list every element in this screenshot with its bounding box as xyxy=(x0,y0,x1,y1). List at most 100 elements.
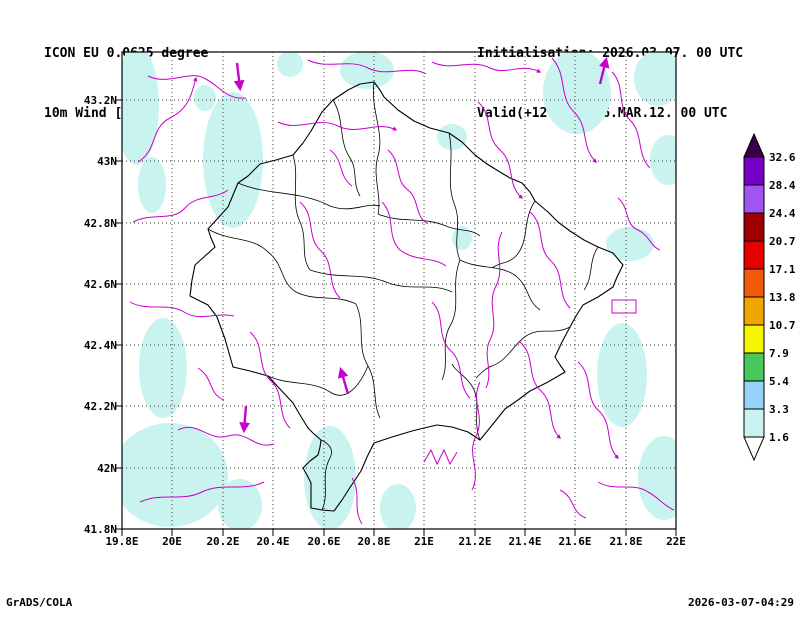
shading-blob xyxy=(543,52,611,134)
wind-vector-bold xyxy=(239,405,251,434)
streamline xyxy=(577,361,619,459)
municipality-border xyxy=(295,291,357,305)
grads-credit: GrADS/COLA xyxy=(6,596,73,609)
colorbar-label: 3.3 xyxy=(769,403,789,416)
streamline xyxy=(307,59,427,75)
lon-label: 20.8E xyxy=(357,535,390,548)
lon-label: 21.6E xyxy=(558,535,591,548)
streamline xyxy=(471,381,481,491)
lat-label: 42.4N xyxy=(84,339,117,352)
streamline xyxy=(387,149,429,225)
streamline xyxy=(129,301,235,318)
streamline xyxy=(177,426,275,446)
streamline xyxy=(477,101,524,199)
shading-blob xyxy=(122,52,159,165)
municipality-border xyxy=(332,99,361,197)
streamline xyxy=(551,57,597,163)
lon-label: 21E xyxy=(414,535,434,548)
municipality-border xyxy=(451,363,481,441)
municipality-border xyxy=(267,365,369,396)
streamline xyxy=(617,197,661,251)
municipality-border xyxy=(459,259,541,311)
streamline xyxy=(299,201,341,299)
streamline xyxy=(249,331,291,429)
shading-blob xyxy=(437,124,467,150)
lon-label: 21.4E xyxy=(508,535,541,548)
wind-streamlines xyxy=(129,56,675,525)
shading-blob xyxy=(218,479,262,529)
municipality-border xyxy=(292,154,311,271)
municipality-border xyxy=(377,213,481,237)
streamline xyxy=(423,448,458,466)
streamline xyxy=(132,189,229,223)
municipality-border xyxy=(475,326,571,379)
colorbar-segment xyxy=(743,156,765,186)
streamline xyxy=(611,71,651,169)
municipality-border xyxy=(441,259,461,381)
streamline xyxy=(197,367,225,401)
run-timestamp: 2026-03-07-04:29 xyxy=(688,596,794,609)
streamline xyxy=(381,201,447,267)
shading-blob xyxy=(304,426,356,529)
municipality-border xyxy=(237,182,381,210)
streamline xyxy=(137,76,198,163)
streamline xyxy=(611,299,637,314)
colorbar-arrow-top xyxy=(743,132,765,158)
colorbar-label: 28.4 xyxy=(769,179,796,192)
streamline xyxy=(351,477,363,525)
shading-blob xyxy=(122,423,228,527)
colorbar-segment xyxy=(743,296,765,326)
lon-label: 20E xyxy=(162,535,182,548)
wind-speed-shading xyxy=(122,52,676,529)
streamline xyxy=(431,61,542,73)
plot-frame xyxy=(121,51,677,530)
lon-label: 20.4E xyxy=(256,535,289,548)
lat-label: 43N xyxy=(97,155,117,168)
colorbar-label: 7.9 xyxy=(769,347,789,360)
country-outline xyxy=(189,81,624,512)
colorbar-segment xyxy=(743,352,765,382)
colorbar-label: 13.8 xyxy=(769,291,796,304)
lat-label: 42.2N xyxy=(84,400,117,413)
colorbar-segment xyxy=(743,184,765,214)
shading-blob xyxy=(203,92,263,228)
shading-blob xyxy=(277,52,303,77)
lon-axis: 19.8E 20E 20.2E 20.4E 20.6E 20.8E 21E 21… xyxy=(105,535,686,548)
lat-label: 42N xyxy=(97,462,117,475)
lon-label: 22E xyxy=(666,535,686,548)
streamline xyxy=(147,75,247,99)
streamline xyxy=(329,149,353,187)
colorbar-segment xyxy=(743,240,765,270)
colorbar-segment xyxy=(743,380,765,410)
colorbar-label: 1.6 xyxy=(769,431,789,444)
colorbar-segment xyxy=(743,268,765,298)
colorbar-legend: 1.6 3.3 5.4 7.9 10.7 13.8 17.1 20.7 24.4… xyxy=(743,132,796,462)
shading-blob xyxy=(340,52,394,89)
municipality-border xyxy=(583,246,599,291)
municipality-border xyxy=(207,228,297,293)
shading-blob xyxy=(638,436,676,520)
region-boundaries xyxy=(189,81,624,512)
shading-blob xyxy=(380,484,416,529)
lat-label: 43.2N xyxy=(84,94,117,107)
colorbar-segment xyxy=(743,212,765,242)
shading-blob xyxy=(138,157,166,213)
streamline xyxy=(431,301,471,399)
streamline xyxy=(139,481,265,503)
shading-blob xyxy=(650,135,676,185)
lat-label: 42.8N xyxy=(84,217,117,230)
colorbar-label: 20.7 xyxy=(769,235,796,248)
municipality-border xyxy=(448,132,461,261)
shading-blob xyxy=(597,323,647,427)
lat-axis: 43.2N 43N 42.8N 42.6N 42.4N 42.2N 42N 41… xyxy=(84,94,117,536)
axis-ticks xyxy=(115,99,677,536)
colorbar-segment xyxy=(743,324,765,354)
municipality-border xyxy=(320,439,332,511)
shading-blob xyxy=(634,52,676,106)
shading-blob xyxy=(139,318,187,418)
municipality-border xyxy=(355,303,381,419)
shading-blob xyxy=(194,85,216,111)
grid-lines xyxy=(122,52,676,529)
streamline xyxy=(485,231,503,389)
